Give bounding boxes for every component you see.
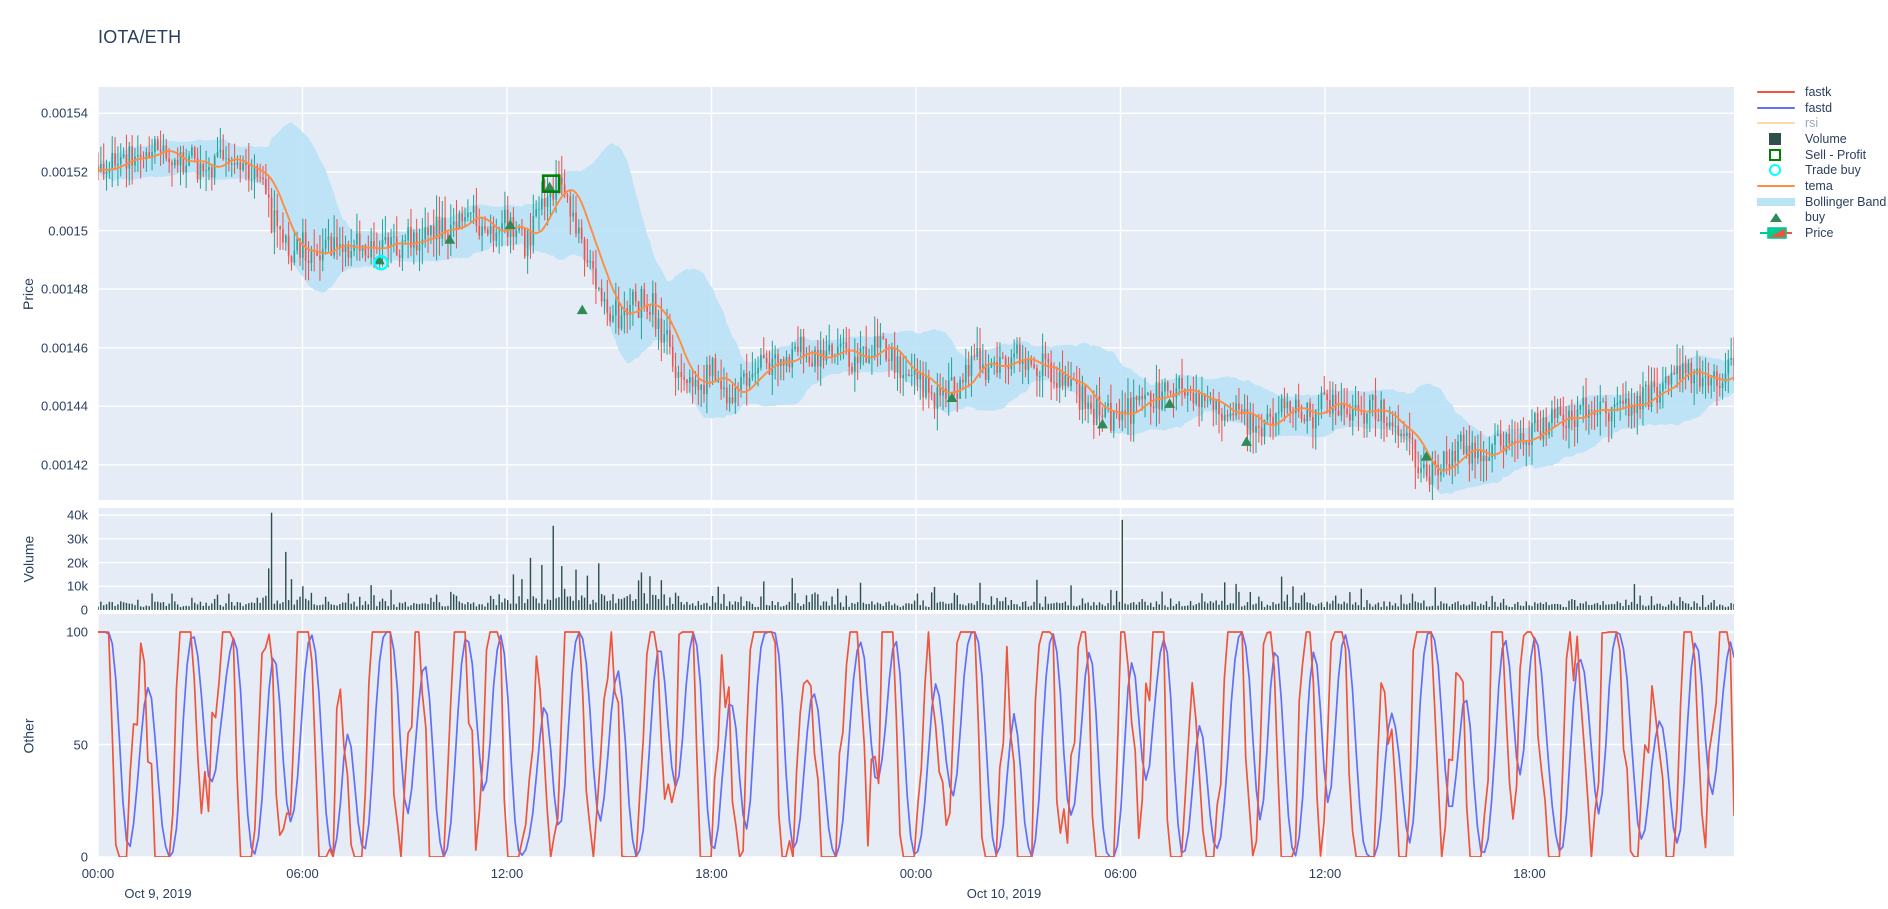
legend-label: fastk	[1805, 84, 1832, 99]
xtick-7: 18:00	[1513, 866, 1546, 881]
volume-subplot[interactable]	[98, 508, 1734, 610]
other-ytick-2: 0	[80, 849, 88, 865]
legend-swatch-circle-icon	[1754, 163, 1798, 177]
price-plot-layer	[98, 87, 1734, 500]
volume-ytick-1: 30k	[67, 531, 88, 547]
price-ytick-5: 0.00144	[41, 398, 88, 414]
legend-item-tema[interactable]: tema	[1754, 178, 1888, 194]
legend-item-price[interactable]: Price	[1754, 225, 1888, 241]
xtick-1: 06:00	[286, 866, 319, 881]
legend-label: tema	[1805, 178, 1833, 193]
other-plot-layer	[98, 614, 1734, 857]
legend-item-trade-buy[interactable]: Trade buy	[1754, 162, 1888, 178]
xtick-5: 06:00	[1104, 866, 1137, 881]
legend-swatch-line-icon	[1754, 179, 1798, 193]
price-axis-title: Price	[19, 277, 36, 310]
xtick-6: 12:00	[1308, 866, 1342, 881]
volume-ytick-3: 10k	[67, 578, 88, 594]
legend-label: fastd	[1805, 100, 1833, 115]
legend-label: rsi	[1805, 116, 1819, 131]
volume-ytick-0: 40k	[67, 507, 88, 523]
volume-ytick-4: 0	[80, 602, 88, 618]
chart-title: IOTA/ETH	[98, 27, 182, 47]
legend-swatch-square-icon	[1754, 132, 1798, 146]
legend-label: Sell - Profit	[1805, 147, 1867, 162]
xtick-4: 00:00	[899, 866, 933, 881]
volume-plot-layer	[98, 508, 1734, 610]
xtick-2: 12:00	[490, 866, 524, 881]
legend-label: Trade buy	[1805, 163, 1861, 178]
legend-label: buy	[1805, 210, 1826, 225]
legend-label: Bollinger Band	[1805, 194, 1887, 209]
legend-swatch-triangle-icon	[1754, 210, 1798, 224]
volume-axis-title: Volume	[19, 535, 36, 583]
legend-item-bollinger-band[interactable]: Bollinger Band	[1754, 194, 1888, 210]
price-ytick-1: 0.00152	[41, 164, 88, 180]
other-ytick-1: 50	[73, 737, 88, 752]
legend-swatch-line-icon	[1754, 101, 1798, 115]
price-ytick-2: 0.0015	[48, 223, 88, 239]
other-ytick-0: 100	[66, 624, 88, 640]
legend-item-volume[interactable]: Volume	[1754, 131, 1888, 147]
legend-item-rsi[interactable]: rsi	[1754, 115, 1888, 131]
legend-item-fastd[interactable]: fastd	[1754, 100, 1888, 116]
price-ytick-3: 0.00148	[41, 281, 88, 297]
legend-item-sell-profit[interactable]: Sell - Profit	[1754, 147, 1888, 163]
legend-swatch-candle-icon	[1754, 226, 1798, 240]
x-group-label-0: Oct 9, 2019	[124, 886, 192, 901]
other-axis-title: Other	[20, 717, 37, 754]
price-ytick-4: 0.00146	[41, 340, 88, 356]
price-subplot[interactable]	[98, 87, 1734, 500]
x-group-label-1: Oct 10, 2019	[966, 886, 1042, 901]
legend-swatch-hollow-icon	[1754, 148, 1798, 162]
legend-item-fastk[interactable]: fastk	[1754, 84, 1888, 100]
chart-legend[interactable]: fastk fastd rsi Volume Sell - Profit Trade bu…	[1754, 84, 1888, 241]
xtick-3: 18:00	[695, 866, 728, 881]
xtick-0: 00:00	[81, 866, 115, 881]
volume-ytick-2: 20k	[67, 555, 88, 571]
legend-swatch-line-icon	[1754, 85, 1798, 99]
legend-swatch-band-icon	[1754, 195, 1798, 209]
price-ytick-0: 0.00154	[41, 105, 88, 121]
legend-label: Volume	[1805, 131, 1847, 146]
legend-label: Price	[1805, 226, 1834, 241]
legend-item-buy[interactable]: buy	[1754, 210, 1888, 226]
price-ytick-6: 0.00142	[41, 457, 88, 473]
legend-swatch-line-icon	[1754, 116, 1798, 130]
other-subplot[interactable]	[98, 614, 1734, 857]
